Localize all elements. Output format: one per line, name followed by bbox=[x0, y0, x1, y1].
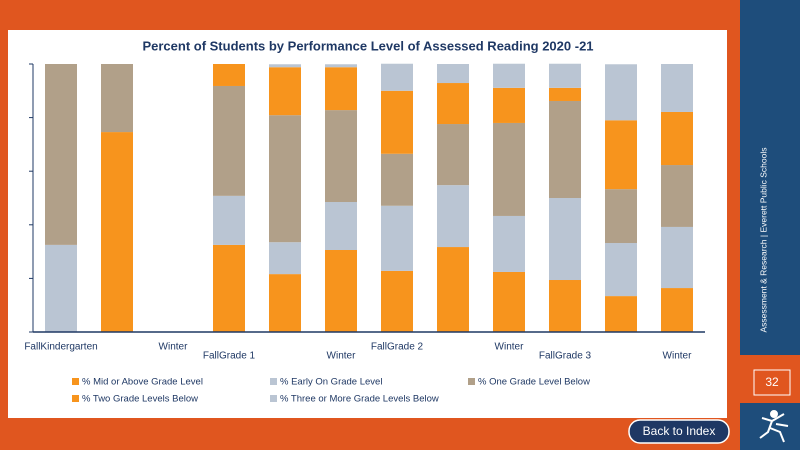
bar-segment bbox=[661, 111, 693, 166]
bar-segment bbox=[493, 122, 525, 216]
bar-segment bbox=[325, 67, 357, 111]
legend-label: % Two Grade Levels Below bbox=[82, 394, 198, 405]
bar-segment bbox=[493, 87, 525, 123]
bar-segment bbox=[381, 205, 413, 271]
x-tick-label: FallGrade 3 bbox=[539, 351, 592, 362]
page-number-box bbox=[753, 369, 791, 396]
legend-label: % Mid or Above Grade Level bbox=[82, 377, 203, 388]
bar-segment bbox=[325, 110, 357, 203]
legend-swatch bbox=[72, 378, 79, 385]
bar-segment bbox=[605, 120, 637, 190]
bar-segment bbox=[605, 189, 637, 244]
bar-segment bbox=[437, 83, 469, 125]
button-shape[interactable] bbox=[628, 419, 730, 444]
bar-segment bbox=[381, 270, 413, 332]
x-tick-label: FallGrade 2 bbox=[371, 342, 424, 353]
bar-segment bbox=[45, 64, 77, 245]
bar-segment bbox=[549, 87, 581, 101]
bar-segment bbox=[549, 100, 581, 198]
bar-segment bbox=[549, 198, 581, 281]
bar-segment bbox=[325, 249, 357, 332]
bar-segment bbox=[213, 85, 245, 196]
bar-segment bbox=[325, 64, 357, 68]
bar-segment bbox=[437, 247, 469, 332]
bar-segment bbox=[213, 195, 245, 245]
bar-segment bbox=[213, 244, 245, 332]
page-number: 32 bbox=[765, 375, 779, 389]
bar-segment bbox=[325, 202, 357, 250]
bar-segment bbox=[381, 90, 413, 154]
bar-segment bbox=[437, 185, 469, 248]
bar-segment bbox=[269, 274, 301, 332]
legend-swatch bbox=[468, 378, 475, 385]
legend-swatch bbox=[270, 395, 277, 402]
bar-segment bbox=[605, 296, 637, 332]
bar-segment bbox=[493, 271, 525, 332]
bar-segment bbox=[549, 63, 581, 88]
legend-swatch bbox=[72, 395, 79, 402]
bar-segment bbox=[493, 63, 525, 88]
x-tick-label: FallGrade 1 bbox=[203, 351, 256, 362]
sidebar-caption: Assessment & Research | Everett Public S… bbox=[758, 147, 768, 332]
bar-segment bbox=[661, 226, 693, 289]
legend-label: % One Grade Level Below bbox=[478, 377, 590, 388]
bar-segment bbox=[269, 64, 301, 68]
x-tick-label: FallKindergarten bbox=[24, 342, 97, 353]
sidebar bbox=[740, 0, 800, 355]
bar-segment bbox=[269, 67, 301, 116]
bar-segment bbox=[661, 64, 693, 112]
legend-label: % Early On Grade Level bbox=[280, 377, 382, 388]
legend-label: % Three or More Grade Levels Below bbox=[280, 394, 439, 405]
bar-segment bbox=[269, 242, 301, 275]
back-button[interactable]: Back to Index bbox=[628, 419, 730, 444]
bar-segment bbox=[549, 280, 581, 332]
bar-segment bbox=[45, 244, 77, 332]
bar-segment bbox=[437, 124, 469, 186]
bar-segment bbox=[493, 215, 525, 272]
bar-segment bbox=[381, 63, 413, 91]
bar-segment bbox=[661, 165, 693, 227]
chart-title: Percent of Students by Performance Level… bbox=[142, 38, 593, 53]
x-tick-label: Winter bbox=[663, 351, 693, 362]
bar-segment bbox=[269, 115, 301, 243]
x-tick-label: Winter bbox=[327, 351, 357, 362]
logo bbox=[759, 410, 789, 443]
bar-segment bbox=[605, 243, 637, 297]
x-tick-label: Winter bbox=[495, 342, 525, 353]
bar-segment bbox=[101, 64, 133, 133]
bar-segment bbox=[437, 64, 469, 84]
legend-swatch bbox=[270, 378, 277, 385]
x-tick-label: Winter bbox=[159, 342, 189, 353]
bar-segment bbox=[101, 132, 133, 332]
bar-segment bbox=[605, 64, 637, 121]
bar-segment bbox=[661, 288, 693, 332]
bar-segment bbox=[381, 153, 413, 206]
bar-segment bbox=[213, 64, 245, 86]
button-label[interactable]: Back to Index bbox=[643, 424, 716, 438]
